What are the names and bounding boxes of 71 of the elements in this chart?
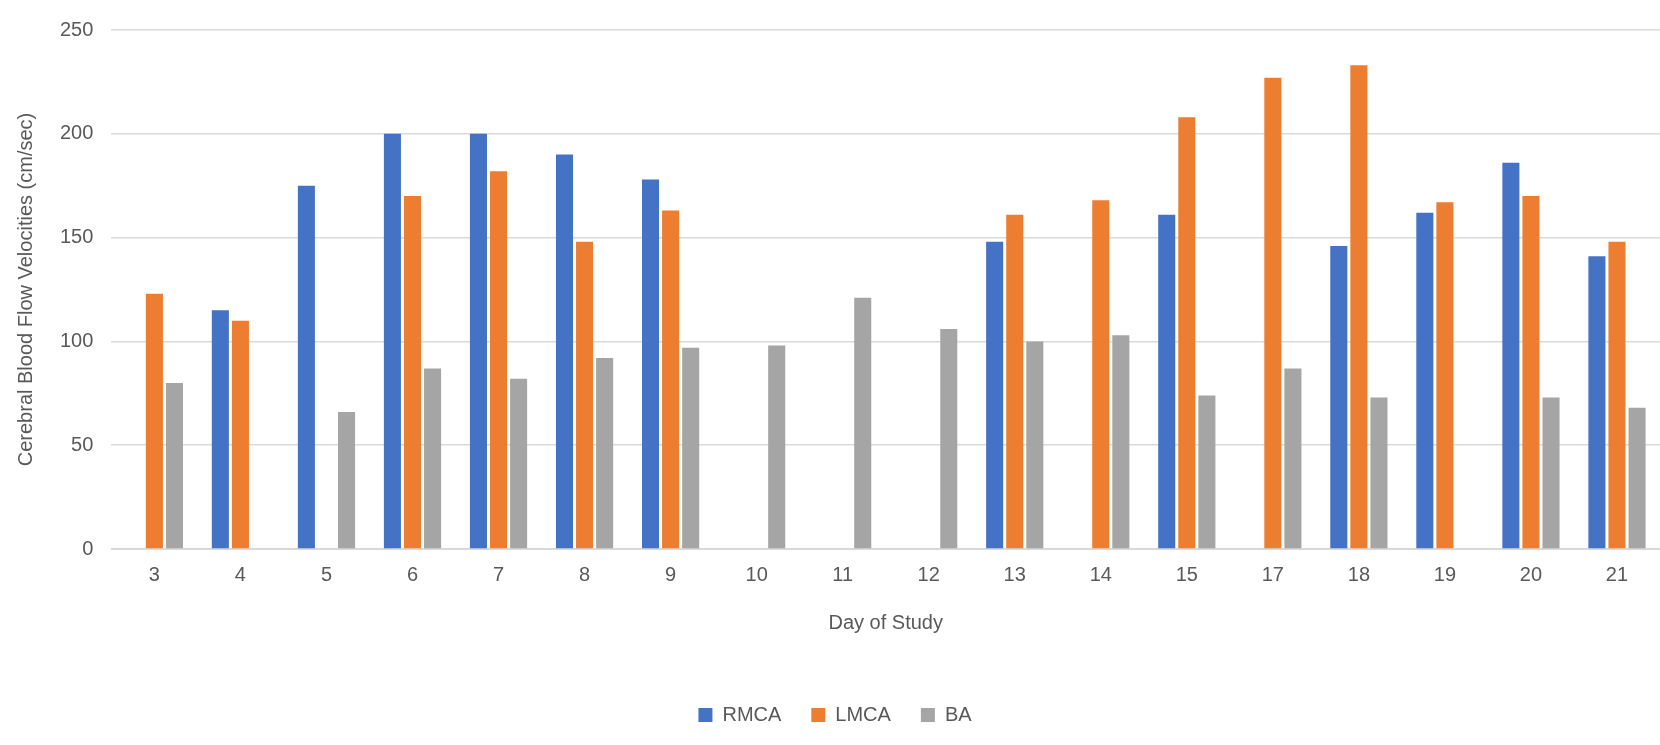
legend-label: LMCA: [835, 702, 892, 725]
x-tick-label: 18: [1347, 562, 1370, 585]
bar: [576, 241, 594, 549]
bar: [165, 382, 183, 549]
y-axis-title: Cerebral Blood Flow Velocities (cm/sec): [13, 112, 36, 467]
x-tick-label: 3: [148, 562, 160, 585]
bar: [1502, 162, 1520, 549]
bar: [1178, 117, 1196, 549]
x-tick-label: 12: [917, 562, 940, 585]
x-tick-label: 6: [406, 562, 419, 585]
x-tick-label: 20: [1519, 562, 1543, 585]
y-tick-label: 200: [59, 121, 94, 144]
bar: [510, 378, 528, 549]
y-tick-label: 0: [82, 536, 94, 559]
x-tick-label: 9: [665, 562, 677, 585]
bar: [1608, 241, 1626, 549]
bar: [555, 154, 574, 549]
bar: [1416, 212, 1434, 549]
bar: [1370, 397, 1388, 549]
bar: [383, 133, 401, 549]
bar: [1522, 196, 1540, 549]
bar: [682, 347, 700, 549]
bar: [211, 310, 229, 549]
legend-label: RMCA: [722, 702, 782, 725]
x-tick-label: 4: [234, 562, 246, 585]
bar: [469, 133, 487, 549]
bar: [1264, 77, 1282, 549]
y-tick-label: 250: [59, 17, 94, 40]
bar: [1092, 200, 1110, 549]
bar: [1588, 256, 1606, 549]
bar: [1284, 368, 1302, 549]
bar: [1542, 397, 1560, 549]
x-tick-label: 10: [745, 562, 768, 585]
x-tick-label: 5: [320, 562, 333, 585]
bar: [854, 297, 872, 549]
y-tick-label: 100: [59, 328, 94, 351]
x-tick-label: 13: [1003, 562, 1026, 585]
x-tick-label: 8: [579, 562, 591, 585]
x-tick-label: 21: [1605, 562, 1629, 585]
bar: [1006, 214, 1024, 549]
bar: [986, 241, 1004, 549]
bar: [1436, 202, 1454, 549]
bar: [1198, 395, 1216, 549]
bar: [662, 210, 680, 549]
y-tick-label: 150: [59, 225, 94, 248]
x-tick-label: 17: [1261, 562, 1284, 585]
x-axis-title: Day of Study: [828, 610, 943, 633]
x-tick-label: 7: [492, 562, 505, 585]
bar: [1026, 341, 1044, 549]
x-tick-label: 15: [1175, 562, 1198, 585]
x-tick-label: 11: [832, 562, 854, 585]
bar: [1112, 335, 1130, 549]
bar: [490, 171, 508, 549]
bar: [768, 345, 786, 549]
bar: [1158, 214, 1176, 549]
bar: [403, 196, 422, 549]
bar: [424, 368, 442, 549]
bar: [297, 185, 315, 549]
bar: [641, 179, 660, 549]
legend-label: BA: [944, 702, 973, 725]
bar: [338, 411, 356, 549]
bar: [1350, 65, 1368, 549]
bar: [1628, 407, 1646, 549]
bar: [940, 328, 958, 549]
bar: [145, 293, 163, 549]
x-tick-label: 14: [1089, 562, 1112, 585]
y-tick-label: 50: [71, 432, 94, 455]
bar: [596, 358, 614, 549]
x-tick-label: 19: [1433, 562, 1457, 585]
bar: [231, 320, 249, 549]
bar: [1330, 245, 1348, 549]
